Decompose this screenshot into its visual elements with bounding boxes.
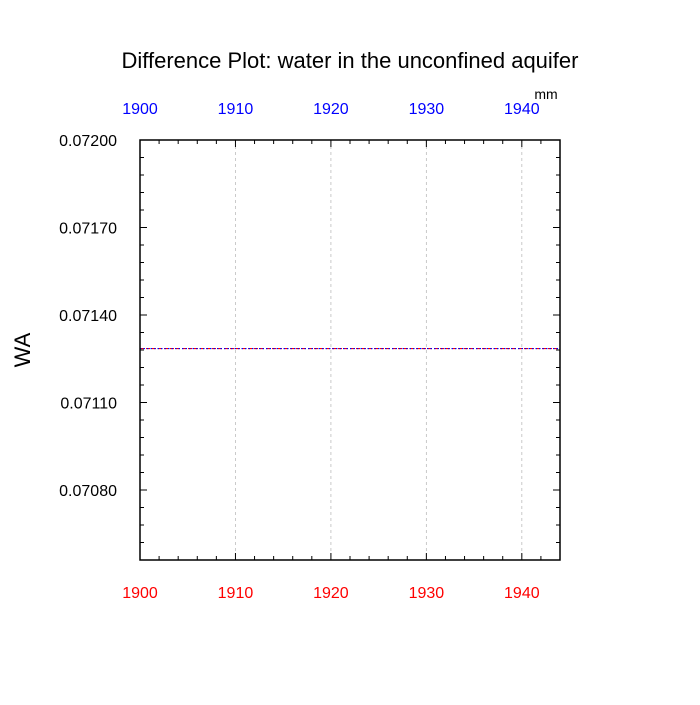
y-tick-label: 0.07140 [59,308,117,325]
y-tick-label: 0.07170 [59,221,117,238]
y-tick-label: 0.07080 [59,483,117,500]
x-tick-label-top: 1920 [313,101,349,118]
x-tick-label-bottom: 1940 [504,585,540,602]
plot-frame [139,139,561,561]
y-axis-label: WA [10,332,35,367]
y-tick-label: 0.07110 [60,396,117,413]
tick-labels: 1900 1910 1920 1930 1940 1900 1910 1920 1930 1940… [59,101,540,602]
x-tick-label-top: 1900 [122,101,158,118]
gridlines [235,140,523,560]
x-tick-label-bottom: 1910 [218,585,254,602]
chart-title: Difference Plot: water in the unconfined… [122,48,579,73]
y-tick-label: 0.07200 [59,133,117,150]
x-tick-label-top: 1940 [504,101,540,118]
units-label: mm [534,86,557,102]
x-tick-label-bottom: 1900 [122,585,158,602]
x-tick-label-bottom: 1930 [409,585,445,602]
x-tick-label-bottom: 1920 [313,585,349,602]
x-tick-label-top: 1930 [409,101,445,118]
x-tick-label-top: 1910 [218,101,254,118]
